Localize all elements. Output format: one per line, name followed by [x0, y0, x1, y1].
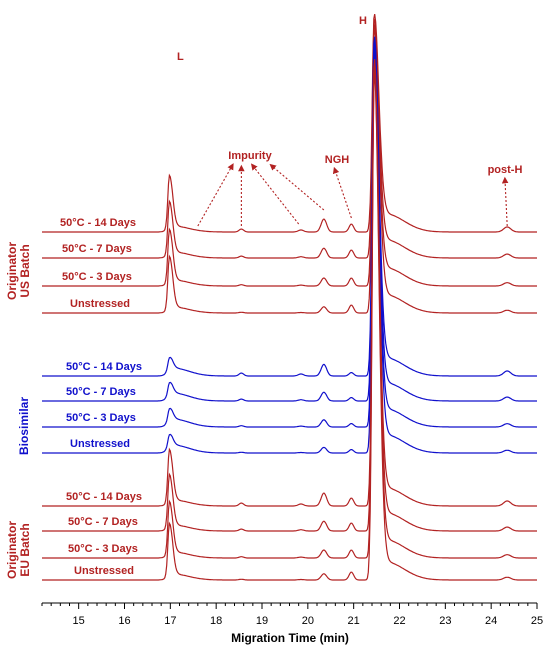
- annotation-impurity: Impurity: [228, 150, 272, 162]
- x-axis: 15 16 17 18 19 20 21 22 23 24 25: [41, 602, 543, 627]
- trace-line: [42, 51, 537, 454]
- group-label: OriginatorEU Batch: [5, 521, 32, 579]
- x-tick-label: 18: [210, 615, 222, 627]
- annotation-arrows: [197, 163, 509, 227]
- trace-label: 50°C - 7 Days: [66, 386, 136, 398]
- trace-line: [42, 74, 537, 581]
- trace-label: 50°C - 7 Days: [62, 243, 132, 255]
- trace-line: [42, 59, 537, 507]
- x-tick-label: 19: [256, 615, 268, 627]
- annotation-arrow: [332, 166, 352, 219]
- annotation-arrow: [501, 176, 509, 227]
- x-tick-label: 15: [73, 615, 85, 627]
- trace-line: [42, 13, 537, 233]
- annotation-arrow: [269, 163, 325, 211]
- trace-label: 50°C - 14 Days: [66, 491, 142, 503]
- annotation-post-h: post-H: [488, 164, 523, 176]
- trace-label: Unstressed: [70, 298, 130, 310]
- trace-label: 50°C - 14 Days: [60, 217, 136, 229]
- trace-line: [42, 69, 537, 559]
- x-tick-label: 16: [118, 615, 130, 627]
- trace-label: Unstressed: [74, 565, 134, 577]
- trace-label: 50°C - 7 Days: [68, 516, 138, 528]
- trace-label: 50°C - 3 Days: [62, 271, 132, 283]
- annotation-ngh: NGH: [325, 154, 350, 166]
- traces-layer: [42, 13, 537, 581]
- trace-line: [42, 46, 537, 428]
- trace-labels: 50°C - 14 Days 50°C - 7 Days 50°C - 3 Days…: [5, 217, 142, 579]
- trace-label: 50°C - 3 Days: [66, 412, 136, 424]
- trace-line: [42, 64, 537, 532]
- x-tick-label: 22: [393, 615, 405, 627]
- trace-label: 50°C - 14 Days: [66, 361, 142, 373]
- group-label: Biosimilar: [17, 397, 31, 455]
- x-tick-label: 23: [439, 615, 451, 627]
- trace-line: [42, 41, 537, 402]
- x-tick-label: 24: [485, 615, 497, 627]
- trace-line: [42, 29, 537, 314]
- trace-label: 50°C - 3 Days: [68, 543, 138, 555]
- x-tick-label: 20: [302, 615, 314, 627]
- annotation-arrow: [250, 163, 300, 225]
- group-label: OriginatorUS Batch: [5, 242, 32, 300]
- trace-line: [42, 24, 537, 287]
- x-tick-label: 21: [348, 615, 360, 627]
- x-axis-title: Migration Time (min): [231, 631, 349, 645]
- peak-label-h: H: [359, 15, 367, 27]
- peak-label-l: L: [177, 51, 184, 63]
- x-tick-label: 25: [531, 615, 543, 627]
- trace-line: [42, 19, 537, 259]
- trace-label: Unstressed: [70, 438, 130, 450]
- x-tick-label: 17: [164, 615, 176, 627]
- annotation-arrow: [197, 163, 234, 227]
- trace-line: [42, 36, 537, 377]
